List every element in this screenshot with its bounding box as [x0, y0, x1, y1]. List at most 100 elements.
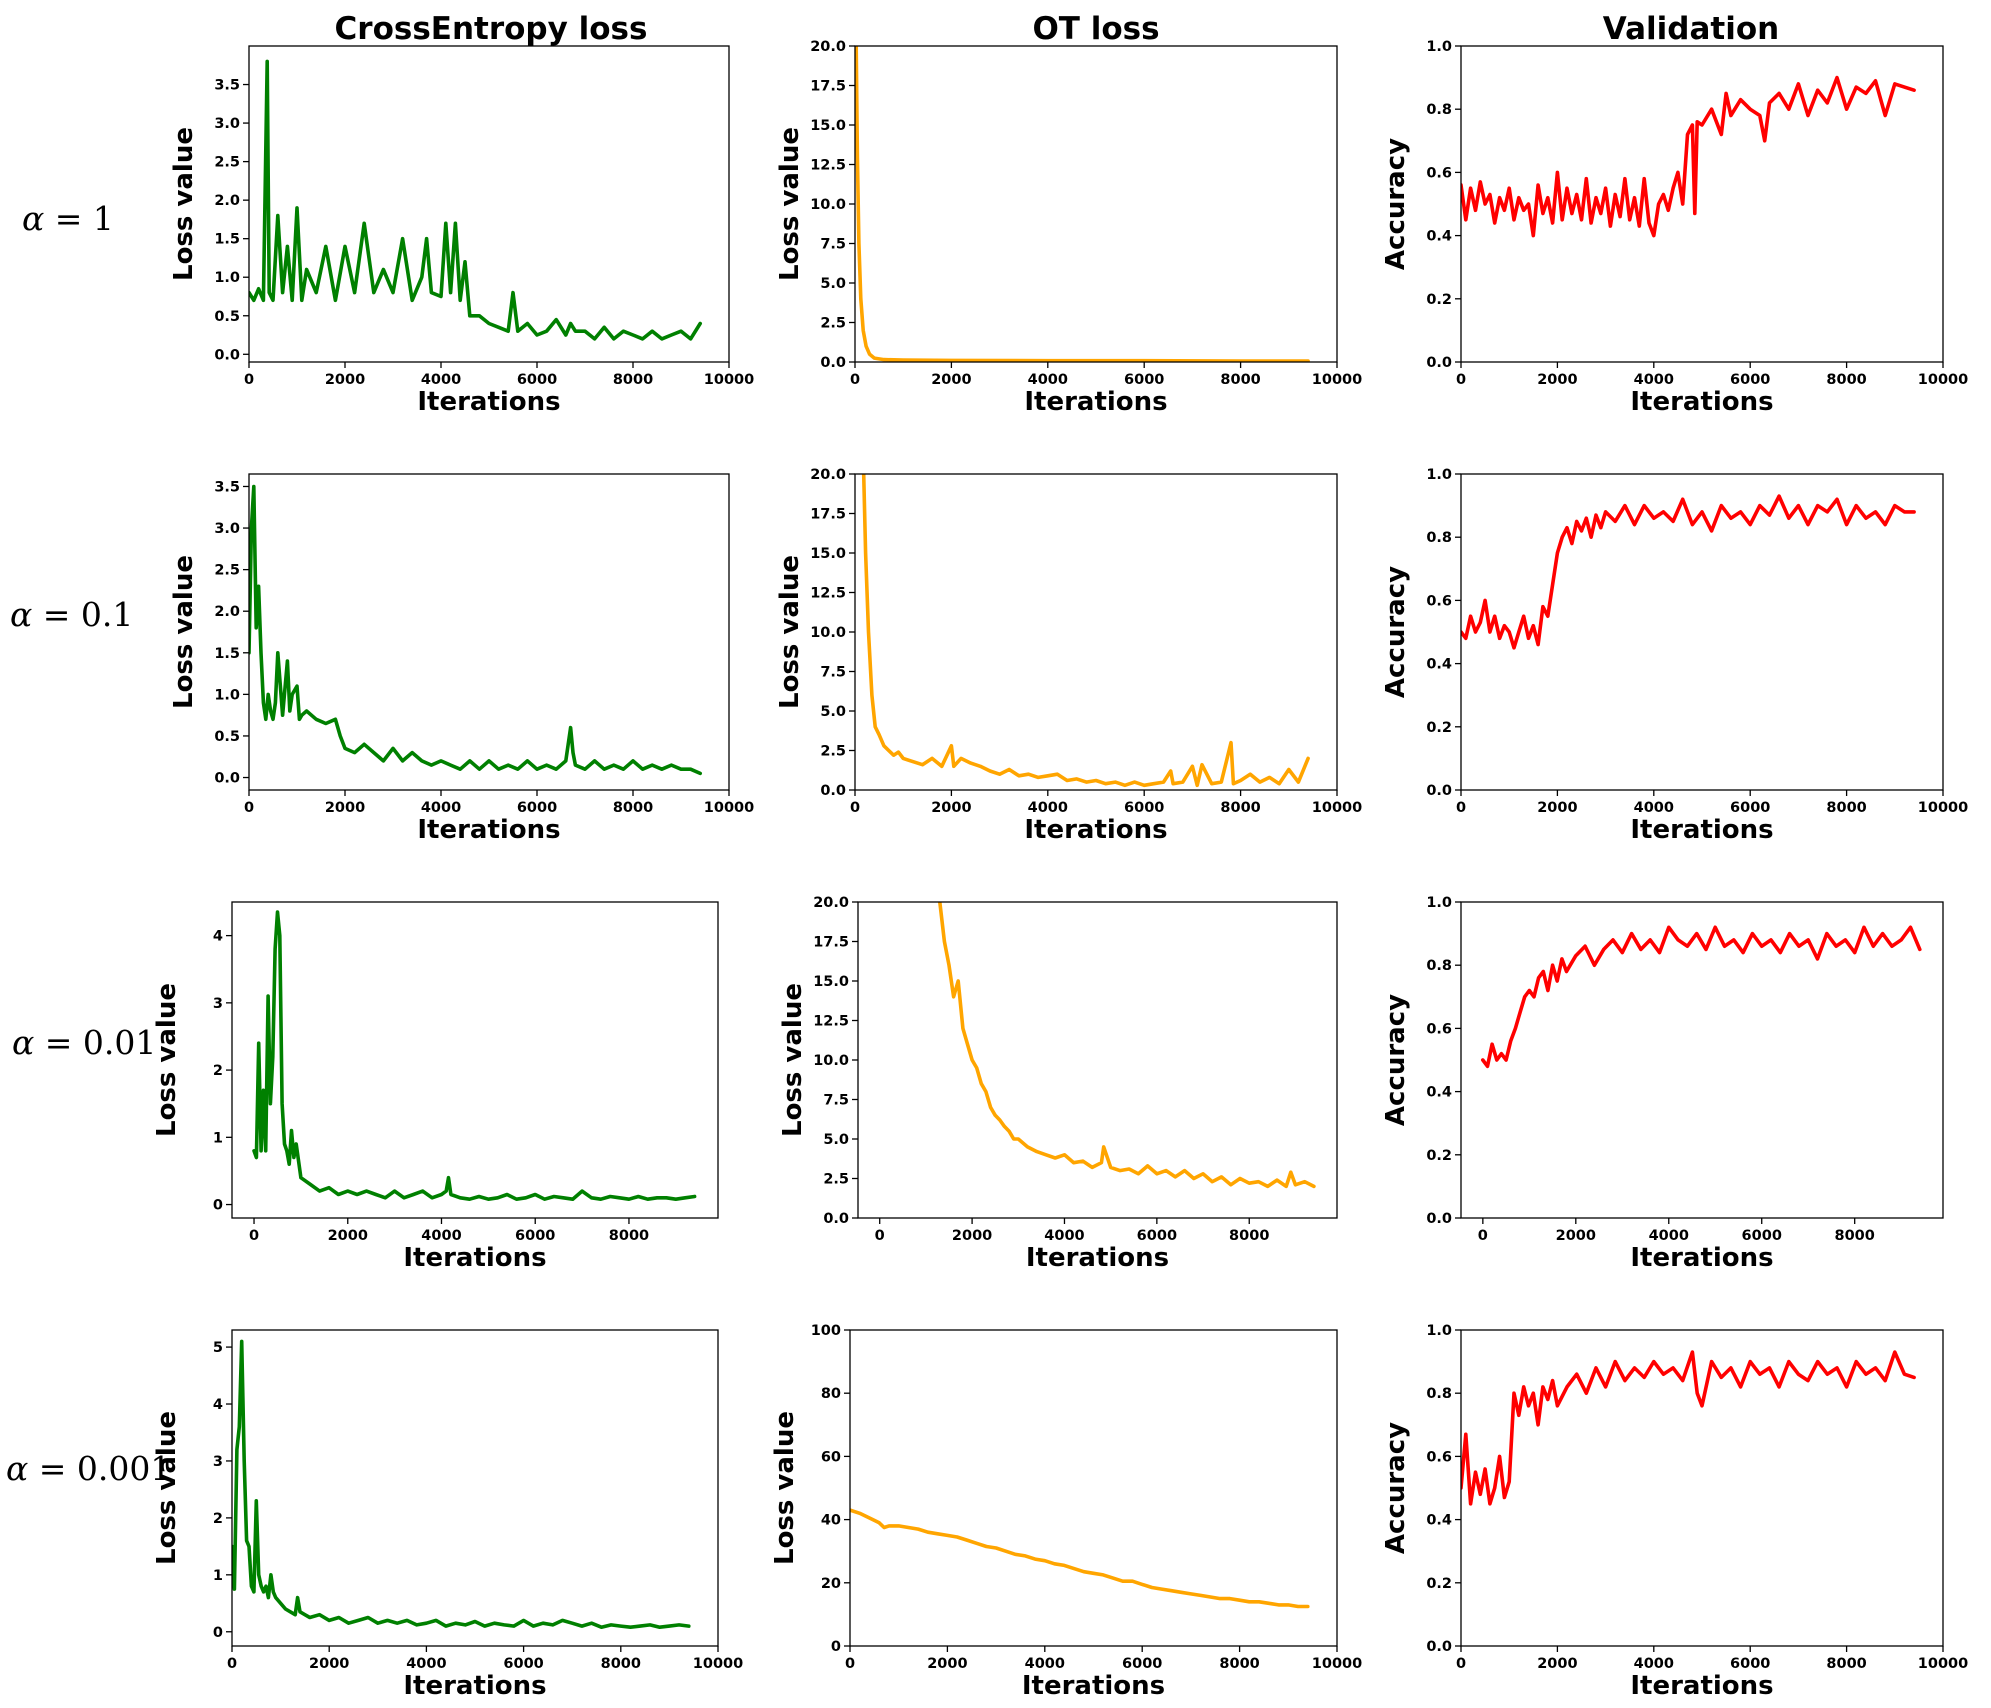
plot-frame	[248, 45, 730, 363]
x-tick-label: 8000	[1826, 372, 1866, 388]
y-tick-label: 0	[213, 1625, 223, 1641]
y-tick-label: 0	[831, 1639, 841, 1655]
x-tick-label: 0	[850, 800, 860, 816]
panel-r3-crossentropy-loss: 0 2000 4000 6000 8000 0 1 2 3 4 Iterations Loss val…	[152, 901, 719, 1273]
x-tick-label: 10000	[1918, 800, 1968, 816]
series-line-crossentropy-loss	[252, 910, 697, 1201]
plot-frame	[248, 473, 730, 791]
panel-r3-validation: 0 2000 4000 6000 8000 0.0 0.2 0.4 0.6 0.8 1.0 Itera…	[1381, 895, 1944, 1273]
y-tick-label: 0.6	[1426, 165, 1452, 181]
x-tick-label: 0	[244, 372, 254, 388]
y-tick-label: 5.0	[823, 1132, 849, 1148]
y-tick-label: 0.0	[820, 355, 846, 371]
panel-r4-crossentropy-loss: 0 2000 4000 6000 8000 10000 0 1 2 3 4 5 Iterations Lo…	[152, 1329, 743, 1701]
y-tick-label: 17.5	[810, 507, 846, 523]
panel-r4-ot-loss: 0 2000 4000 6000 8000 10000 0 20 40 60 80 100 Iterat…	[770, 1323, 1362, 1701]
x-tick-label: 6000	[517, 800, 557, 816]
y-tick-label: 3.0	[214, 521, 240, 537]
y-tick-label: 0.2	[1426, 292, 1452, 308]
y-tick-label: 20.0	[813, 895, 849, 911]
y-tick-label: 0.6	[1426, 593, 1452, 609]
row-label-value: = 0.01	[34, 1023, 156, 1062]
plot-frame	[849, 1329, 1338, 1647]
y-tick-label: 5.0	[820, 276, 846, 292]
x-tick-label: 6000	[1122, 1656, 1162, 1672]
panel-r2-crossentropy-loss: 0 2000 4000 6000 8000 10000 0.0 0.5 1.0 1.5 2.0 2.5…	[169, 473, 754, 845]
series-line-crossentropy-loss	[249, 484, 702, 776]
x-tick-label: 10000	[704, 372, 754, 388]
y-tick-label: 5	[213, 1340, 223, 1356]
x-axis-label: Iterations	[417, 815, 560, 845]
y-tick-label: 1.0	[214, 687, 240, 703]
y-tick-label: 20.0	[810, 39, 846, 55]
y-tick-label: 0.4	[1426, 229, 1452, 245]
series-line-crossentropy-loss	[249, 59, 702, 341]
plot-frame	[231, 901, 719, 1219]
x-axis-label: Iterations	[1630, 1671, 1773, 1701]
x-axis-label: Iterations	[403, 1671, 546, 1701]
series-line-crossentropy-loss	[232, 1339, 691, 1629]
row-label-alpha-1: α = 1	[22, 199, 114, 238]
x-axis-label: Iterations	[1630, 815, 1773, 845]
y-tick-label: 80	[821, 1386, 841, 1402]
column-title-crossentropy: CrossEntropy loss	[335, 11, 648, 47]
x-tick-label: 2000	[1537, 372, 1577, 388]
x-tick-label: 0	[875, 1228, 885, 1244]
x-tick-label: 0	[227, 1656, 237, 1672]
x-tick-label: 2000	[325, 372, 365, 388]
row-label-symbol: α	[12, 1023, 34, 1062]
y-tick-label: 0.0	[1426, 1639, 1452, 1655]
panel-r3-ot-loss: 0 2000 4000 6000 8000 0.0 2.5 5.0 7.5 10.0 12.5 15.…	[778, 895, 1338, 1273]
x-tick-label: 0	[850, 372, 860, 388]
x-tick-label: 8000	[609, 1228, 649, 1244]
x-tick-label: 8000	[613, 372, 653, 388]
x-tick-label: 4000	[1028, 800, 1068, 816]
x-tick-label: 0	[845, 1656, 855, 1672]
y-tick-label: 0.0	[214, 347, 240, 363]
y-tick-label: 3.5	[214, 78, 240, 94]
x-tick-label: 2000	[952, 1228, 992, 1244]
x-tick-label: 4000	[1025, 1656, 1065, 1672]
x-tick-label: 6000	[1137, 1228, 1177, 1244]
x-tick-label: 10000	[1312, 372, 1362, 388]
column-title-validation: Validation	[1603, 11, 1779, 47]
y-tick-label: 1.0	[214, 270, 240, 286]
x-tick-label: 8000	[1219, 1656, 1259, 1672]
x-tick-label: 2000	[931, 800, 971, 816]
row-label-value: = 1	[44, 199, 114, 238]
x-tick-label: 4000	[421, 800, 461, 816]
x-tick-label: 6000	[503, 1656, 543, 1672]
y-axis-label: Loss value	[775, 555, 805, 709]
series-line-ot-loss	[855, 46, 1310, 362]
y-tick-label: 2.5	[214, 563, 240, 579]
series-line-validation-accuracy	[1481, 925, 1922, 1069]
x-tick-label: 6000	[515, 1228, 555, 1244]
x-tick-label: 10000	[1312, 1656, 1362, 1672]
y-tick-label: 17.5	[810, 79, 846, 95]
y-tick-label: 100	[811, 1323, 841, 1339]
x-axis-label: Iterations	[1024, 815, 1167, 845]
y-tick-label: 15.0	[810, 546, 846, 562]
panel-r1-ot-loss: 0 2000 4000 6000 8000 10000 0.0 2.5 5.0 7.5 10.0 12…	[775, 39, 1362, 417]
x-tick-label: 2000	[1537, 800, 1577, 816]
x-tick-label: 8000	[1826, 1656, 1866, 1672]
series-line-validation-accuracy	[1461, 1350, 1916, 1506]
x-tick-label: 6000	[1124, 800, 1164, 816]
y-axis-label: Loss value	[169, 127, 199, 281]
y-tick-label: 0	[213, 1198, 223, 1214]
x-axis-label: Iterations	[1630, 387, 1773, 417]
column-title-ot-loss: OT loss	[1032, 11, 1159, 47]
y-tick-label: 1.0	[1426, 895, 1452, 911]
x-tick-label: 6000	[1742, 1228, 1782, 1244]
series-line-ot-loss	[861, 474, 1310, 788]
y-tick-label: 3	[213, 996, 223, 1012]
y-tick-label: 10.0	[813, 1053, 849, 1069]
plot-frame	[854, 473, 1338, 791]
x-tick-label: 10000	[1918, 1656, 1968, 1672]
y-tick-label: 2.5	[214, 155, 240, 171]
x-tick-label: 6000	[517, 372, 557, 388]
plot-frame	[1460, 1329, 1944, 1647]
y-tick-label: 4	[213, 1397, 223, 1413]
x-tick-label: 0	[1478, 1228, 1488, 1244]
y-tick-label: 2.5	[820, 744, 846, 760]
